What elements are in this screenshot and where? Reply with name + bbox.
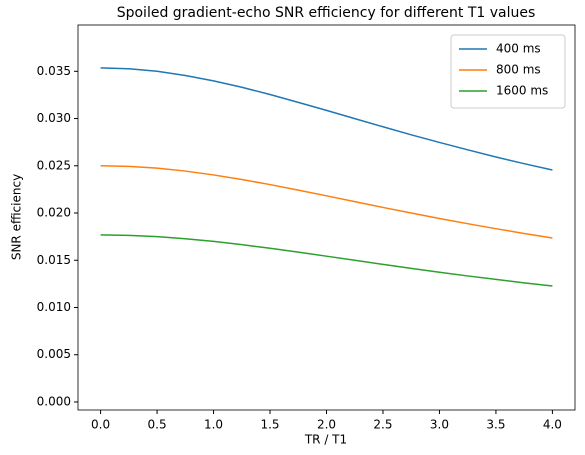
legend-label: 400 ms (496, 42, 541, 56)
y-tick-label: 0.030 (37, 111, 71, 125)
legend-label: 1600 ms (496, 84, 548, 98)
line (100, 165, 553, 239)
y-tick-label: 0.025 (37, 158, 71, 172)
y-tick-label: 0.005 (37, 347, 71, 361)
chart-title: Spoiled gradient-echo SNR efficiency for… (117, 5, 536, 21)
y-tick-label: 0.000 (37, 394, 71, 408)
x-axis-label: TR / T1 (304, 433, 347, 447)
y-axis-label: SNR efficiency (10, 174, 24, 260)
legend-box (450, 34, 566, 109)
x-tick-label: 2.0 (317, 418, 336, 432)
x-tick-label: 1.5 (260, 418, 279, 432)
line (100, 67, 553, 171)
plot-frame (77, 24, 576, 411)
x-tick-label: 3.0 (430, 418, 449, 432)
line (100, 234, 553, 287)
x-tick-label: 0.5 (148, 418, 167, 432)
y-tick-label: 0.020 (37, 206, 71, 220)
x-tick-label: 1.0 (204, 418, 223, 432)
y-tick-label: 0.015 (37, 253, 71, 267)
x-tick-label: 0.0 (91, 418, 110, 432)
y-tick-label: 0.010 (37, 300, 71, 314)
x-tick-label: 3.5 (486, 418, 505, 432)
legend-label: 800 ms (496, 63, 541, 77)
y-tick-label: 0.035 (37, 64, 71, 78)
x-tick-label: 2.5 (373, 418, 392, 432)
x-tick-label: 4.0 (543, 418, 562, 432)
